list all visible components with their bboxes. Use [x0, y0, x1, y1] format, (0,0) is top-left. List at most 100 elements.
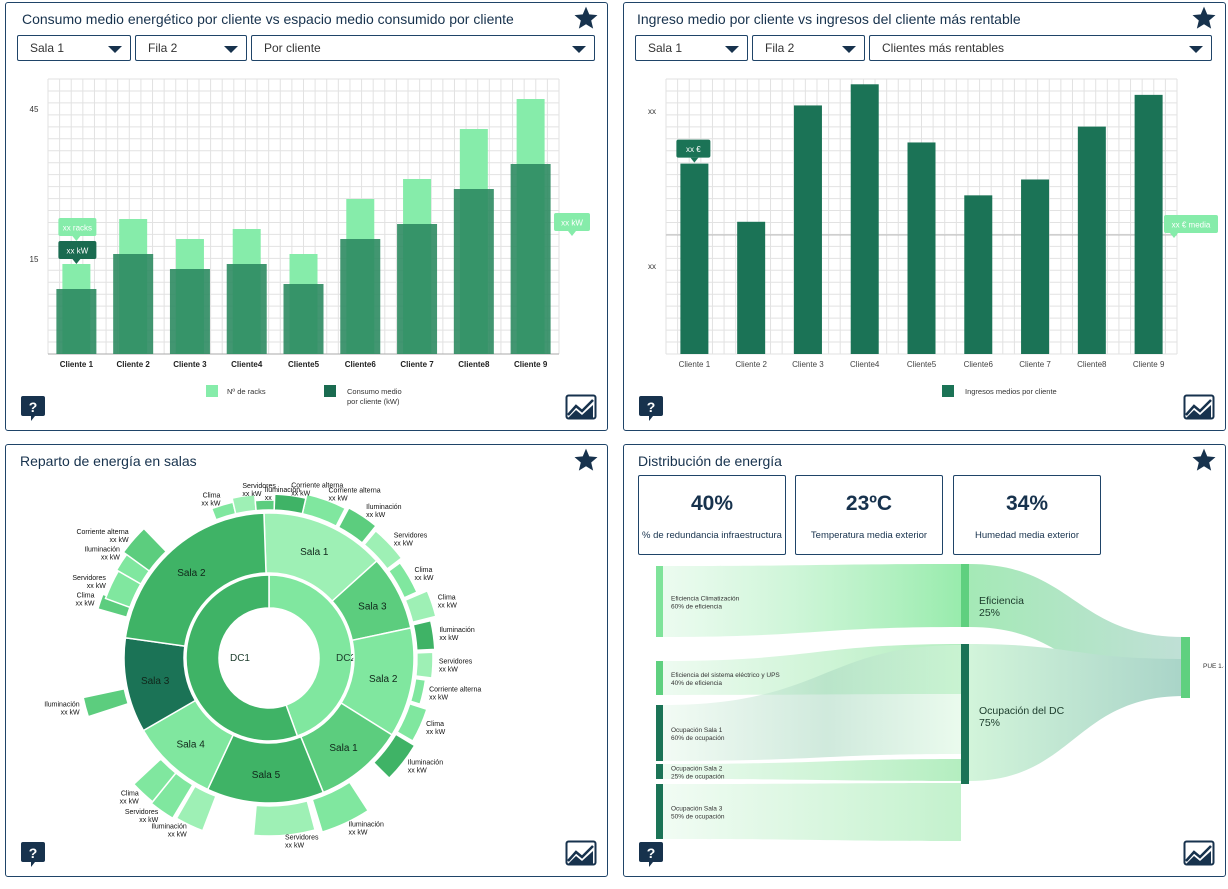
x-tick-label: Cliente 2: [735, 360, 767, 369]
fila-select[interactable]: Fila 2: [135, 35, 247, 61]
segment-outer: [82, 687, 130, 718]
segment-dc2: [268, 574, 353, 737]
sunburst-chart: DC2 DC1 Sala 1 Sala 3 Sala 2 Sala 1 Sala 5 Sala…: [44, 482, 481, 849]
label-outer-value: xx kW: [285, 842, 304, 849]
source-sub: 60% de eficiencia: [671, 604, 722, 611]
tooltip-box: [58, 241, 97, 259]
sunburst-hole: [221, 610, 317, 706]
sala-select[interactable]: Sala 1: [635, 35, 748, 61]
label-sala: Sala 2: [369, 674, 398, 685]
label-outer-value: xx kW: [414, 575, 433, 582]
x-tick-label: Cliente6: [964, 360, 994, 369]
source-label: Ocupación Sala 2: [671, 766, 723, 773]
label-outer-name: Clima: [426, 721, 444, 728]
source-label: Eficiencia del sistema eléctrico y UPS: [671, 672, 780, 679]
segment-outer: [396, 702, 428, 743]
segment-outer: [404, 589, 437, 624]
chevron-down-icon: [572, 46, 586, 53]
label-outer-value: xx kW: [348, 829, 367, 836]
bar-ingresos: [680, 163, 709, 354]
expand-chart-icon[interactable]: [1183, 840, 1215, 866]
x-tick-label: Cliente4: [231, 360, 263, 369]
bar-ingresos: [737, 221, 766, 354]
tooltip-box: [554, 213, 590, 231]
source-label: Ocupación Sala 1: [671, 727, 723, 734]
y-tick-label: 45: [30, 105, 39, 114]
expand-chart-icon[interactable]: [565, 840, 597, 866]
help-icon[interactable]: ?: [20, 394, 46, 422]
tooltip-racks: xx racks: [58, 218, 97, 241]
label-outer-value: xx kW: [75, 601, 94, 608]
tooltip-pointer: [568, 231, 576, 236]
chevron-down-icon: [725, 46, 739, 53]
help-icon[interactable]: ?: [638, 840, 664, 868]
flow-sala3: [663, 783, 961, 841]
legend-label: Nº de racks: [227, 387, 266, 396]
label-dc1: DC1: [230, 653, 250, 664]
star-icon[interactable]: [1191, 5, 1217, 31]
segment-outer: [372, 733, 416, 780]
label-sala: Sala 3: [141, 676, 170, 687]
bar-consumo: [453, 189, 494, 354]
flow-ocupacion: [969, 644, 1184, 781]
bar-consumo: [56, 289, 97, 354]
bar-consumo: [283, 284, 324, 354]
label-outer-value: xx kW: [291, 490, 310, 497]
segment-outer: [301, 493, 347, 528]
expand-chart-icon[interactable]: [565, 394, 597, 420]
bar-ingresos: [793, 105, 822, 354]
segment-outer: [122, 527, 168, 573]
expand-chart-icon[interactable]: [1183, 394, 1215, 420]
tooltip-box: [58, 218, 97, 236]
segment-outer: [175, 785, 217, 832]
label-outer-name: Servidores: [125, 809, 159, 816]
segment-outer: [311, 781, 370, 833]
segment-outer: [363, 529, 403, 570]
label-outer-value: xx kW: [242, 491, 261, 498]
help-icon[interactable]: ?: [20, 840, 46, 868]
x-tick-label: Cliente 3: [792, 360, 824, 369]
star-icon[interactable]: [573, 447, 599, 473]
sankey-node-eficiencia: [961, 564, 969, 627]
legend-swatch: [942, 385, 954, 397]
tooltip-box: [676, 139, 711, 158]
tooltip-pointer: [690, 157, 699, 163]
label-outer-name: Servidores: [394, 533, 428, 540]
legend-swatch: [324, 385, 336, 397]
label-outer-value: xx kW: [201, 500, 220, 507]
cliente-select[interactable]: Por cliente: [251, 35, 595, 61]
legend-label: Ingresos medios por cliente: [965, 387, 1057, 396]
sala-select[interactable]: Sala 1: [17, 35, 131, 61]
label-outer-name: Iluminación: [439, 627, 475, 634]
bar-ingresos: [964, 195, 993, 354]
sankey-node-source: [656, 705, 663, 761]
x-tick-label: Cliente 7: [400, 360, 434, 369]
x-tick-label: Cliente 9: [514, 360, 548, 369]
help-icon[interactable]: ?: [638, 394, 664, 422]
sala-select-value: Sala 1: [30, 41, 65, 55]
clientes-select[interactable]: Clientes más rentables: [869, 35, 1212, 61]
chevron-down-icon: [224, 46, 238, 53]
kpi-value: 23ºC: [845, 492, 893, 515]
kpi-value: 40%: [690, 492, 734, 515]
label-outer-name: Iluminación: [265, 487, 301, 494]
label-outer-name: Iluminación: [366, 504, 402, 511]
svg-text:?: ?: [647, 399, 656, 415]
star-icon[interactable]: [573, 5, 599, 31]
segment-outer: [132, 757, 177, 803]
source-sub: 40% de eficiencia: [671, 680, 722, 687]
panel-distribucion: Distribución de energía 40% % de redundan…: [623, 444, 1226, 877]
label-outer-value: xx kW: [429, 694, 448, 701]
chevron-down-icon: [842, 46, 856, 53]
tooltip-box: [1164, 215, 1218, 233]
label-outer-name: Corriente alterna: [329, 487, 381, 494]
y-tick-label: xx: [648, 262, 656, 271]
segment-outer: [337, 506, 378, 545]
star-icon[interactable]: [1191, 447, 1217, 473]
flow-sala2: [663, 759, 961, 781]
source-sub: 25% de ocupación: [671, 774, 725, 781]
label-outer-value: xx kW: [61, 710, 80, 717]
fila-select[interactable]: Fila 2: [752, 35, 865, 61]
tooltip-text: xx € media: [1172, 221, 1211, 230]
